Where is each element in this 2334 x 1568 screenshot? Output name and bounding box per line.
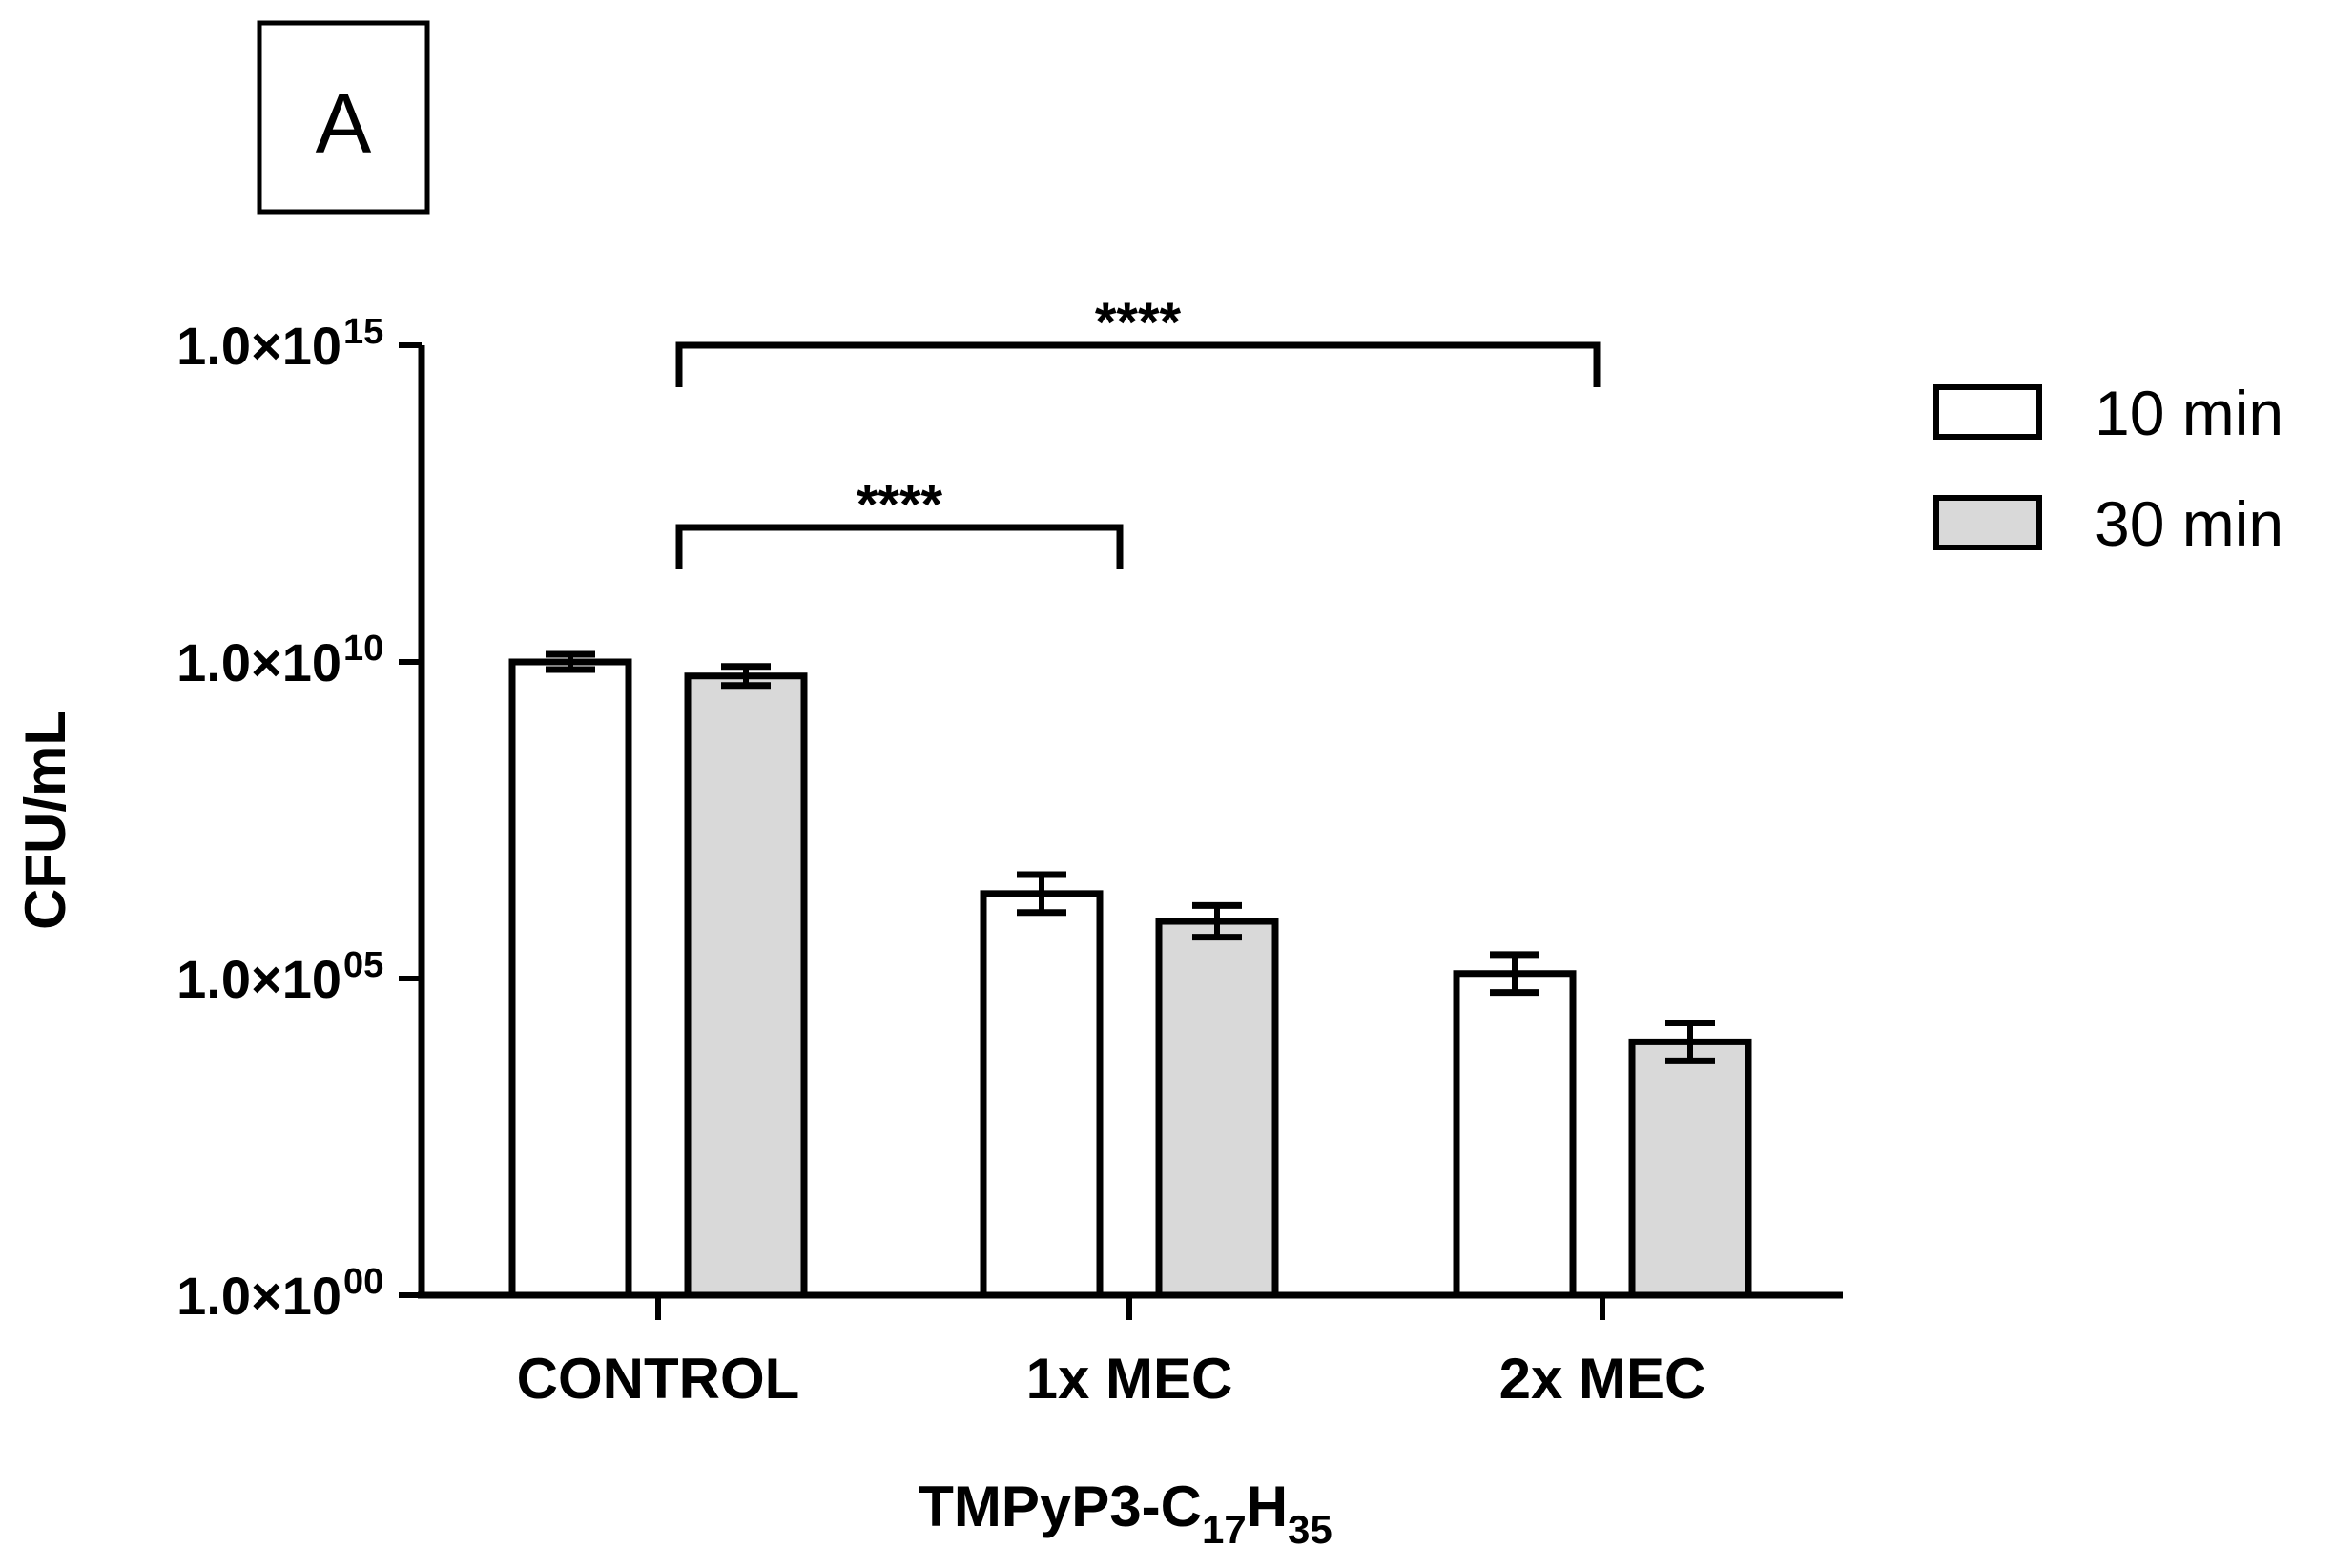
significance-brackets: **** **** xyxy=(675,292,1601,569)
y-tick-label: 1.0×10 xyxy=(176,1266,341,1326)
y-tick-exponent: 15 xyxy=(343,312,383,352)
significance-label: **** xyxy=(857,474,943,536)
y-tick-exponent: 10 xyxy=(343,629,383,669)
y-tick-label: 1.0×10 xyxy=(176,316,341,376)
y-ticks: 1.0×10 001.0×10 051.0×10 101.0×10 15 xyxy=(176,312,422,1326)
legend-swatch-30-min xyxy=(1933,495,2042,550)
legend-label-30-min: 30 min xyxy=(2095,488,2283,559)
y-tick-exponent: 00 xyxy=(343,1262,383,1302)
y-tick-exponent: 05 xyxy=(343,945,383,985)
y-tick-label: 1.0×10 xyxy=(176,949,341,1009)
x-axis-title-sub1: 17 xyxy=(1202,1507,1247,1552)
bar-10-min xyxy=(508,658,632,1299)
legend: 10 min 30 min xyxy=(1933,378,2283,559)
bar-30-min xyxy=(684,672,808,1299)
significance-bracket xyxy=(675,341,1601,387)
x-ticks: CONTROL 1x MEC 2x MEC xyxy=(517,1295,1706,1411)
x-axis-title: TMPyP3-C17H35 xyxy=(919,1475,1332,1552)
x-axis-title-sub2: 35 xyxy=(1288,1507,1332,1552)
x-category-label: 1x MEC xyxy=(1026,1347,1233,1411)
legend-label-10-min: 10 min xyxy=(2095,378,2283,448)
x-category-label: 2x MEC xyxy=(1499,1347,1706,1411)
significance-bracket xyxy=(675,524,1124,569)
bar-30-min xyxy=(1628,1038,1752,1299)
x-category-label: CONTROL xyxy=(517,1347,800,1411)
panel-label: A xyxy=(316,76,372,171)
significance-label: **** xyxy=(1095,292,1182,354)
x-axis-title-main: TMPyP3-C xyxy=(919,1475,1202,1538)
panel-label-box xyxy=(257,20,430,215)
y-axis-title: CFU/mL xyxy=(13,711,77,930)
bar-10-min xyxy=(980,890,1104,1299)
legend-swatch-10-min xyxy=(1933,384,2042,440)
x-axis-title-mid: H xyxy=(1247,1475,1288,1538)
y-tick-label: 1.0×10 xyxy=(176,632,341,692)
bar-10-min xyxy=(1453,970,1577,1299)
bars xyxy=(508,650,1752,1299)
bar-30-min xyxy=(1155,918,1279,1299)
